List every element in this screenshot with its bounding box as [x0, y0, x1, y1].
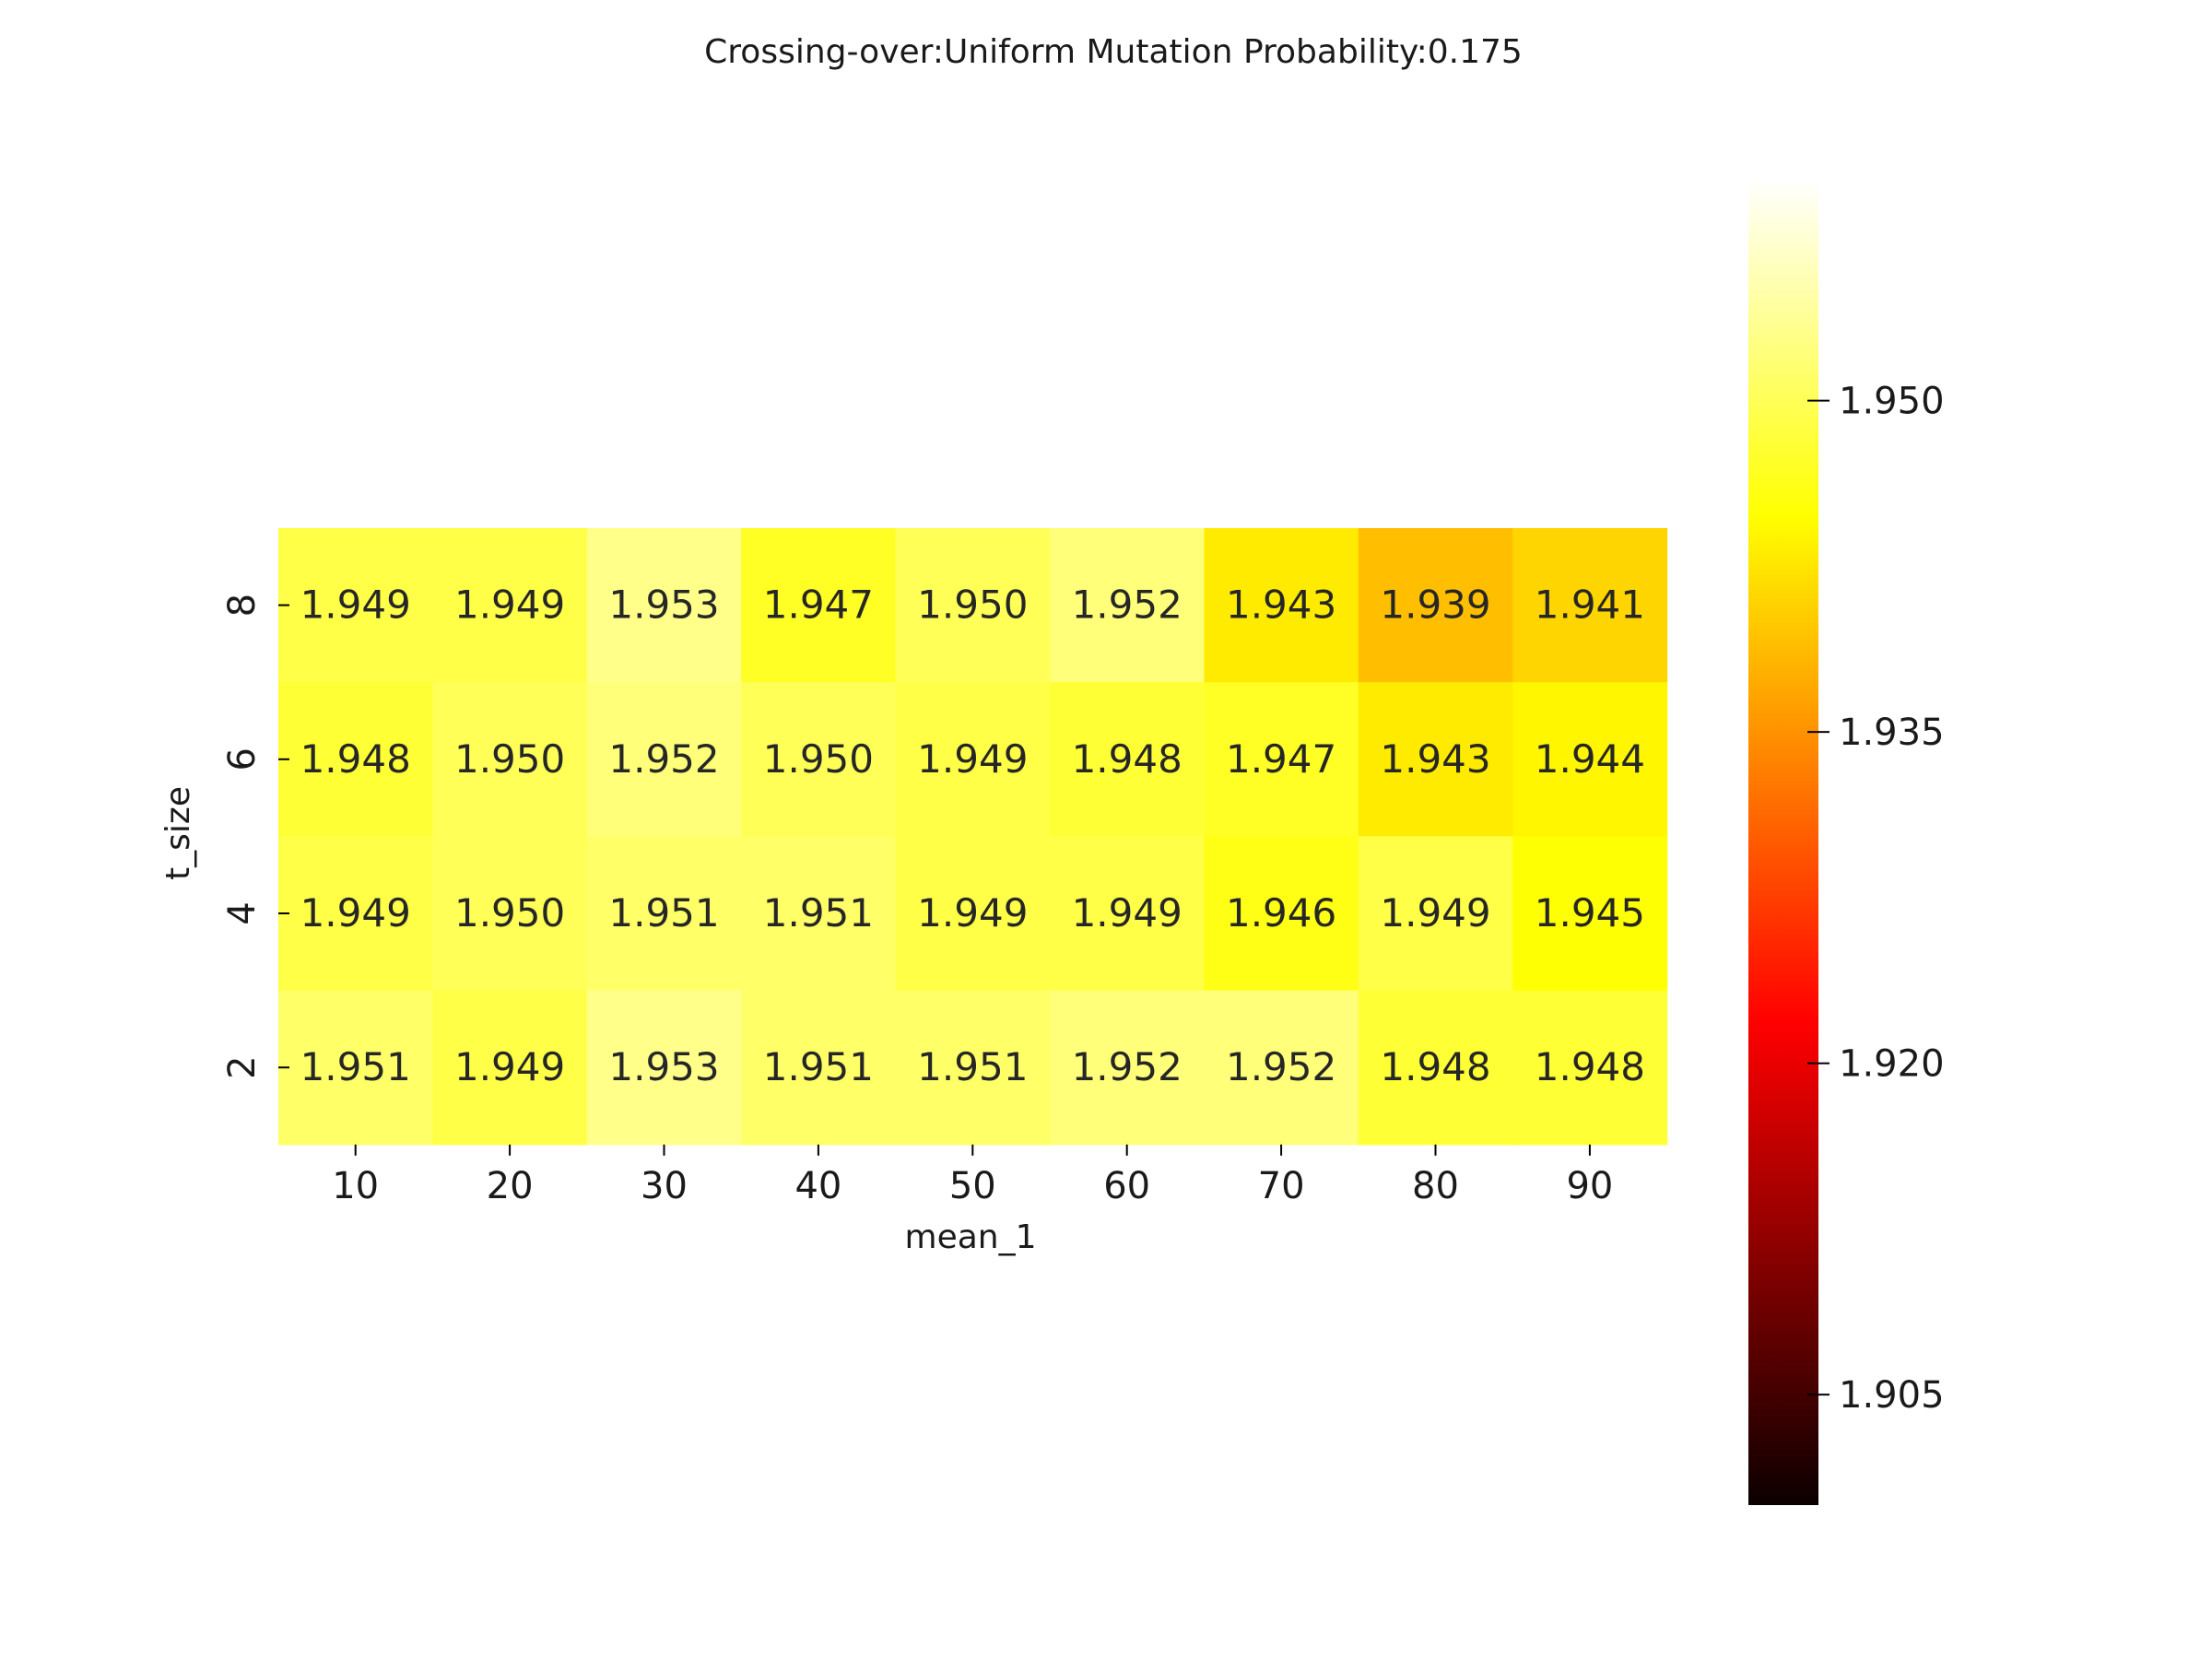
heatmap-cell [1358, 990, 1513, 1146]
y-tick-label: 2 [221, 1055, 264, 1078]
cell-value-label: 1.949 [300, 582, 411, 628]
heatmap-cell [432, 528, 588, 683]
cell-value-label: 1.953 [608, 582, 719, 628]
cell-value-label: 1.951 [763, 890, 874, 935]
cell-value-label: 1.951 [608, 890, 719, 935]
cell-value-label: 1.944 [1535, 736, 1645, 782]
y-axis-label: t_size [159, 786, 197, 880]
heatmap-cell [1358, 836, 1513, 992]
x-tick-label: 70 [1258, 1165, 1305, 1207]
heatmap-cell [895, 528, 1051, 683]
heatmap-cell [1358, 528, 1513, 683]
heatmap-cell [278, 836, 433, 992]
y-tick-label: 4 [221, 901, 264, 924]
x-tick-label: 80 [1412, 1165, 1459, 1207]
y-axis: 8 6 4 2 [221, 594, 289, 1079]
cell-value-label: 1.949 [1072, 890, 1182, 935]
heatmap-cell-labels: 1.949 1.949 1.953 1.947 1.950 1.952 1.943 1.939… [300, 582, 1645, 1090]
cell-value-label: 1.949 [454, 582, 565, 628]
heatmap-cell [1050, 990, 1205, 1146]
heatmap-cell [741, 528, 897, 683]
colorbar-ticks: 1.905 1.920 1.935 1.950 [1807, 381, 1945, 1417]
colorbar-tick-label: 1.935 [1839, 712, 1945, 754]
heatmap-cell [278, 528, 433, 683]
heatmap-cell [432, 990, 588, 1146]
heatmap-cell [1204, 682, 1359, 837]
cell-value-label: 1.948 [1072, 736, 1182, 782]
heatmap-cell [1204, 528, 1359, 683]
cell-value-label: 1.950 [763, 736, 874, 782]
heatmap-cell [432, 682, 588, 837]
cell-value-label: 1.949 [300, 890, 411, 935]
cell-value-label: 1.953 [608, 1044, 719, 1089]
heatmap-cell [1512, 836, 1668, 992]
cell-value-label: 1.941 [1535, 582, 1645, 628]
cell-value-label: 1.943 [1226, 582, 1336, 628]
heatmap-cell [1204, 990, 1359, 1146]
cell-value-label: 1.939 [1380, 582, 1490, 628]
colorbar [1748, 180, 1818, 1505]
heatmap-cell [432, 836, 588, 992]
cell-value-label: 1.943 [1380, 736, 1490, 782]
cell-value-label: 1.952 [1226, 1044, 1336, 1089]
x-tick-label: 20 [487, 1165, 534, 1207]
heatmap-cell [1512, 528, 1668, 683]
cell-value-label: 1.950 [454, 736, 565, 782]
x-tick-label: 90 [1566, 1165, 1613, 1207]
heatmap-cell [1050, 836, 1205, 992]
cell-value-label: 1.951 [917, 1044, 1028, 1089]
cell-value-label: 1.949 [917, 736, 1028, 782]
cell-value-label: 1.952 [1072, 582, 1182, 628]
x-tick-label: 10 [332, 1165, 379, 1207]
heatmap-cell [741, 836, 897, 992]
heatmap-cell [895, 836, 1051, 992]
cell-value-label: 1.952 [608, 736, 719, 782]
cell-value-label: 1.949 [454, 1044, 565, 1089]
cell-value-label: 1.947 [1226, 736, 1336, 782]
cell-value-label: 1.949 [1380, 890, 1490, 935]
cell-value-label: 1.946 [1226, 890, 1336, 935]
y-tick-label: 8 [221, 594, 264, 617]
x-tick-label: 60 [1103, 1165, 1150, 1207]
colorbar-tick-label: 1.905 [1839, 1374, 1945, 1417]
cell-value-label: 1.948 [300, 736, 411, 782]
heatmap-cell [741, 990, 897, 1146]
x-tick-label: 40 [794, 1165, 841, 1207]
x-tick-label: 50 [949, 1165, 996, 1207]
cell-value-label: 1.950 [917, 582, 1028, 628]
heatmap-cell [586, 990, 742, 1146]
cell-value-label: 1.952 [1072, 1044, 1182, 1089]
heatmap-cell [741, 682, 897, 837]
heatmap-cell [895, 682, 1051, 837]
cell-value-label: 1.947 [763, 582, 874, 628]
cell-value-label: 1.948 [1535, 1044, 1645, 1089]
x-axis-label: mean_1 [905, 1218, 1037, 1256]
colorbar-tick-label: 1.920 [1839, 1043, 1945, 1086]
heatmap-cell [895, 990, 1051, 1146]
cell-value-label: 1.948 [1380, 1044, 1490, 1089]
heatmap-cell [278, 990, 433, 1146]
heatmap-cell [1050, 528, 1205, 683]
heatmap-cell [586, 682, 742, 837]
chart-title: Crossing-over:Uniform Mutation Probabili… [704, 33, 1523, 71]
heatmap-cell [1512, 682, 1668, 837]
heatmap-cell [1050, 682, 1205, 837]
cell-value-label: 1.950 [454, 890, 565, 935]
colorbar-tick-label: 1.950 [1839, 381, 1945, 423]
x-tick-label: 30 [641, 1165, 688, 1207]
cell-value-label: 1.949 [917, 890, 1028, 935]
x-axis: 10 20 30 40 50 60 70 80 90 [332, 1144, 1613, 1207]
heatmap-cell [586, 528, 742, 683]
heatmap-cell [1512, 990, 1668, 1146]
cell-value-label: 1.945 [1535, 890, 1645, 935]
heatmap-cell [1358, 682, 1513, 837]
heatmap-cells [278, 528, 1668, 1146]
heatmap-cell [1204, 836, 1359, 992]
heatmap-cell [586, 836, 742, 992]
cell-value-label: 1.951 [300, 1044, 411, 1089]
heatmap-cell [278, 682, 433, 837]
y-tick-label: 6 [221, 747, 264, 771]
cell-value-label: 1.951 [763, 1044, 874, 1089]
